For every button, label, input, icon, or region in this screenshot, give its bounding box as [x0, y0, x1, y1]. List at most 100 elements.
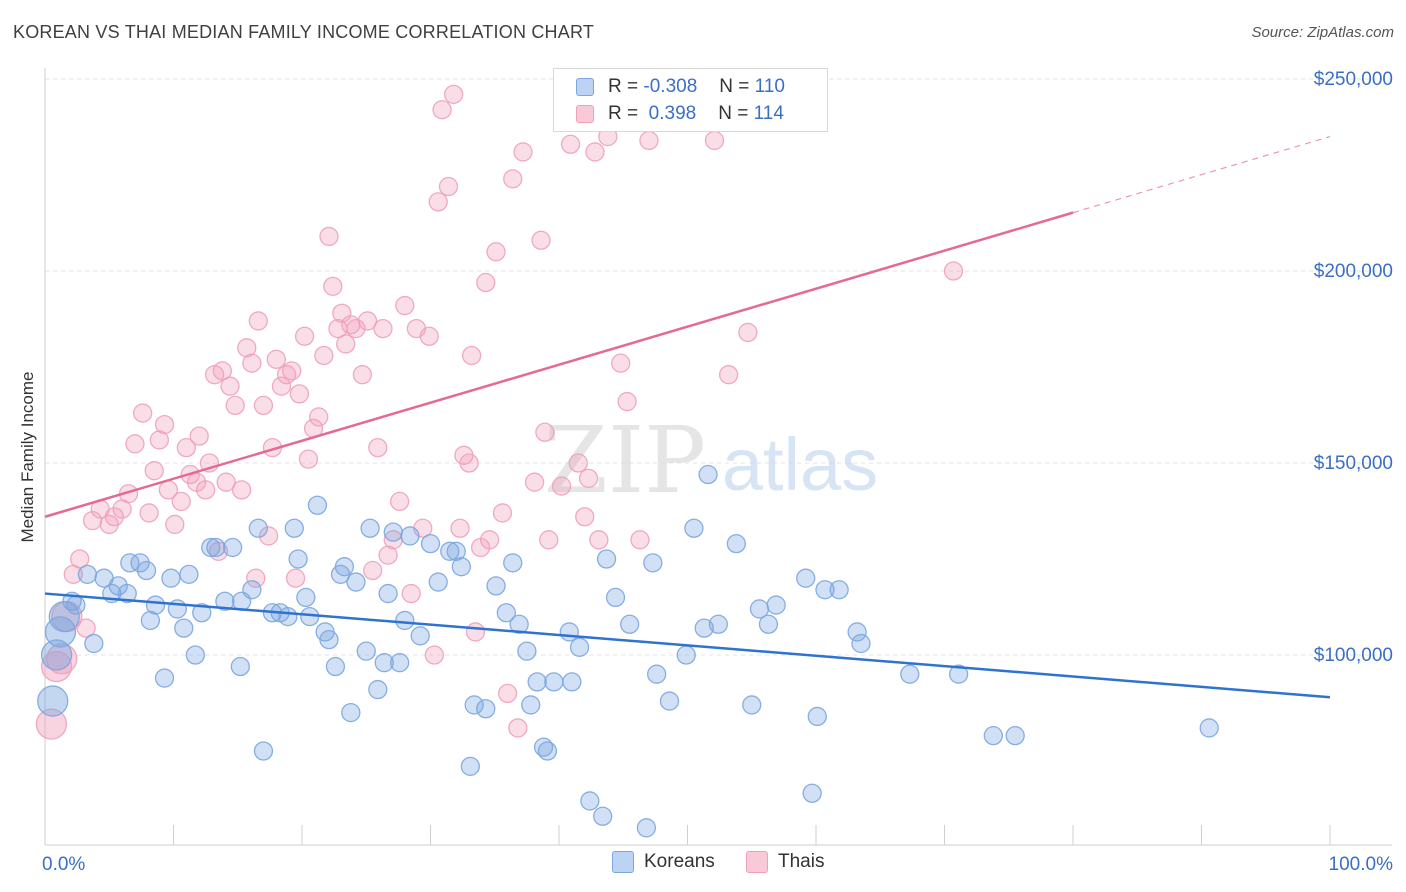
korean-point [509, 614, 529, 634]
korean-point [136, 560, 157, 581]
korean-point [192, 603, 212, 623]
thai-point [639, 130, 659, 151]
watermark-zip: ZIP [544, 407, 706, 514]
korean-point [464, 695, 484, 715]
thai-point [492, 503, 513, 523]
thai-point [212, 361, 232, 381]
thai-point [220, 376, 240, 396]
legend-r-value: -0.308 [643, 76, 698, 97]
korean-trend-line [44, 592, 1331, 699]
korean-point [983, 725, 1003, 746]
thai-point [216, 472, 236, 492]
thai-swatch [576, 105, 594, 123]
thai-point [253, 395, 274, 416]
thai-point [189, 426, 209, 446]
y-tick-label: $100,000 [1314, 645, 1393, 666]
korean-point [395, 610, 415, 631]
korean-point [206, 537, 226, 558]
thai-point [294, 326, 315, 346]
korean-point [284, 518, 304, 538]
thai-point [497, 683, 518, 704]
y-tick-labels: $100,000 $150,000 $200,000 $250,000 [1314, 69, 1393, 666]
thai-point [459, 453, 479, 473]
thai-point [76, 618, 96, 638]
thai-point [289, 384, 310, 404]
thai-point [357, 311, 378, 331]
korean-point [676, 645, 696, 665]
legend-n-label: N = [719, 76, 750, 97]
thai-point [154, 414, 175, 435]
thai-point [432, 100, 452, 120]
thai-point [225, 395, 245, 416]
korean-point [37, 685, 69, 717]
thai-point [258, 526, 279, 546]
chart-title: KOREAN VS THAI MEDIAN FAMILY INCOME CORR… [13, 22, 595, 42]
legend-item-thais: Thais [746, 851, 824, 873]
x-tick-label: 0.0% [42, 854, 85, 875]
thai-point [104, 507, 125, 527]
korean-point [517, 641, 537, 661]
legend-item-koreans: Koreans [612, 851, 715, 873]
thai-point [70, 549, 90, 569]
thai-point [560, 134, 581, 154]
thai-point [513, 142, 533, 162]
korean-point [120, 553, 140, 573]
korean-point [428, 572, 448, 592]
thai-point [363, 560, 383, 581]
thai-point [438, 176, 459, 197]
korean-point [596, 549, 617, 569]
korean-point [341, 702, 361, 723]
legend-row-thais: R = 0.398 N = 114 [576, 101, 784, 127]
x-tick-label: 100.0% [1329, 854, 1394, 875]
correlation-legend: R = -0.308 N = 110 R = 0.398 N = 114 [553, 68, 828, 132]
korean-point [161, 568, 181, 588]
korean-point [900, 664, 920, 684]
source-label: Source: ZipAtlas.com [1251, 24, 1394, 41]
watermark-atlas: atlas [722, 423, 878, 506]
korean-point [378, 583, 398, 604]
korean-point [636, 818, 657, 838]
korean-point [368, 679, 388, 700]
legend-row-koreans: R = -0.308 N = 110 [576, 74, 785, 100]
thai-point [943, 261, 964, 281]
thai-point [242, 353, 262, 373]
korean-point [66, 595, 86, 615]
y-axis-label: Median Family Income [18, 371, 37, 543]
legend-n-value: 114 [753, 103, 784, 124]
korean-point [230, 656, 250, 677]
thai-point [503, 169, 523, 189]
korean-point [496, 603, 516, 623]
korean-point [796, 568, 816, 588]
thai-point [282, 361, 302, 381]
korean-point [851, 633, 871, 654]
korean-point [179, 564, 199, 585]
thai-point [568, 453, 588, 473]
thai-point [378, 545, 398, 565]
korean-point [390, 653, 410, 673]
thai-point [346, 318, 366, 339]
legend-r-value: 0.398 [643, 103, 697, 124]
korean-point [605, 587, 626, 608]
thai-point [46, 643, 78, 675]
korean-point [145, 595, 166, 615]
korean-point [374, 653, 394, 673]
korean-point [562, 672, 582, 692]
thai-point [390, 491, 410, 512]
korean-point [319, 629, 339, 650]
korean-legend-swatch [612, 851, 634, 873]
thai-point [271, 376, 292, 396]
thai-point [611, 353, 631, 373]
korean-point [44, 616, 77, 648]
thai-point [443, 84, 464, 105]
korean-points [37, 464, 1219, 838]
korean-point [40, 639, 73, 671]
korean-point [460, 756, 480, 777]
thai-point [508, 718, 528, 738]
korean-point [1199, 718, 1219, 738]
thai-point [486, 242, 506, 262]
korean-point [420, 533, 441, 554]
thai-point [401, 583, 421, 604]
y-tick-label: $200,000 [1314, 261, 1393, 282]
korean-point [758, 614, 779, 634]
thai-point [539, 530, 559, 550]
